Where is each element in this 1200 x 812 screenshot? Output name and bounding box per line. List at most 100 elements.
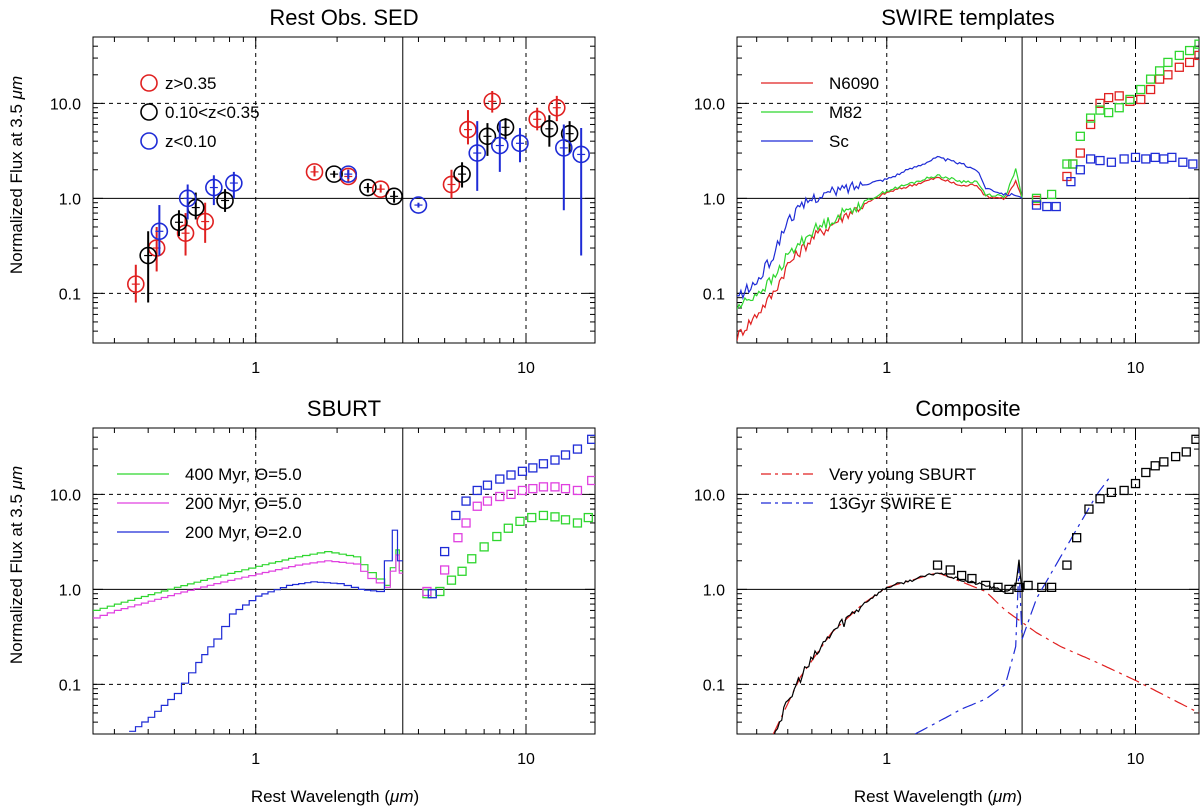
y-axis-label-top: Normalized Flux at 3.5 μm xyxy=(7,76,26,274)
square-marker xyxy=(538,510,549,521)
circle-marker xyxy=(548,98,566,117)
circle-marker xyxy=(540,120,559,138)
square-marker xyxy=(1104,107,1114,118)
legend-label: z>0.35 xyxy=(165,74,217,93)
circle-marker xyxy=(478,127,497,146)
square-marker xyxy=(1174,50,1184,61)
square-marker xyxy=(1051,201,1061,212)
series-line xyxy=(93,549,403,611)
x-axis-label-right: Rest Wavelength (μm) xyxy=(854,787,1022,806)
square-marker xyxy=(472,485,482,496)
square-marker xyxy=(1150,152,1160,163)
x-tick-label: 1 xyxy=(251,751,260,768)
circle-marker xyxy=(496,118,515,137)
legend: z>0.35 0.10<z<0.35 z<0.10 xyxy=(140,74,260,151)
series-200-myr-5-0 xyxy=(93,475,595,619)
square-marker xyxy=(1130,152,1141,163)
panel-title: Rest Obs. SED xyxy=(269,5,418,30)
circle-marker xyxy=(325,165,343,183)
circle-marker xyxy=(483,92,502,111)
square-marker xyxy=(550,455,560,465)
circle-marker xyxy=(339,165,358,183)
square-marker xyxy=(1181,447,1191,457)
legend-label: Sc xyxy=(829,132,849,151)
legend: N6090 M82 Sc xyxy=(761,74,879,151)
square-marker xyxy=(457,566,467,576)
data-layer xyxy=(127,91,590,303)
legend-label: 13Gyr SWIRE E xyxy=(829,494,952,513)
axes-frame xyxy=(92,427,596,735)
square-marker xyxy=(572,485,583,496)
square-marker xyxy=(1184,57,1195,68)
square-marker xyxy=(1150,461,1160,471)
x-tick-label: 10 xyxy=(1127,360,1145,377)
legend-label: Very young SBURT xyxy=(829,465,976,484)
y-axis-label-bottom: Normalized Flux at 3.5 μm xyxy=(7,466,26,664)
circle-marker xyxy=(196,212,214,231)
circle-marker xyxy=(205,178,223,197)
data-layer xyxy=(772,434,1199,734)
square-marker xyxy=(1042,201,1052,212)
x-tick-label: 1 xyxy=(882,751,891,768)
square-marker xyxy=(1075,148,1085,158)
square-marker xyxy=(1068,159,1078,169)
square-marker xyxy=(422,586,432,597)
y-tick-label: 0.1 xyxy=(59,677,81,694)
circle-marker xyxy=(176,224,195,242)
series-sc xyxy=(737,152,1198,301)
square-marker xyxy=(1159,457,1169,467)
circle-marker xyxy=(150,222,169,241)
square-marker xyxy=(560,483,571,494)
square-marker xyxy=(1072,533,1082,543)
x-tick-label: 1 xyxy=(882,360,891,377)
legend-label: 0.10<z<0.35 xyxy=(165,103,260,122)
square-marker xyxy=(1106,157,1117,167)
square-marker xyxy=(1023,580,1033,591)
square-marker xyxy=(1095,155,1105,166)
series-z-0-10 xyxy=(150,121,590,256)
circle-marker xyxy=(442,175,461,194)
square-marker xyxy=(453,533,463,543)
square-marker xyxy=(517,466,528,476)
series-line xyxy=(773,559,1023,734)
square-marker xyxy=(528,463,538,473)
square-marker xyxy=(583,512,593,523)
y-tick-label: 10.0 xyxy=(694,487,725,504)
square-marker xyxy=(1075,131,1085,141)
panel-sburt: SBURT 1 10 0.1 1.0 10.0 400 Myr, Θ=5.0 200 Myr,… xyxy=(50,396,596,768)
square-marker xyxy=(517,485,528,496)
circle-marker xyxy=(371,180,390,198)
square-marker xyxy=(422,589,432,599)
square-marker xyxy=(435,586,445,597)
square-marker xyxy=(1194,39,1199,49)
circle-marker xyxy=(511,134,529,153)
square-marker xyxy=(1066,176,1076,187)
square-marker xyxy=(1104,92,1114,103)
square-marker xyxy=(1085,113,1096,123)
legend-label: 200 Myr, Θ=5.0 xyxy=(185,494,302,513)
circle-marker xyxy=(555,139,573,157)
circle-marker xyxy=(468,144,487,162)
axes-frame xyxy=(736,427,1200,735)
square-marker xyxy=(1136,94,1146,105)
square-marker xyxy=(1170,451,1181,462)
square-marker xyxy=(495,491,505,502)
circle-marker xyxy=(305,163,324,181)
square-marker xyxy=(461,518,471,528)
square-marker xyxy=(1163,70,1173,80)
square-marker xyxy=(967,573,977,584)
circle-marker xyxy=(409,196,428,214)
legend-label: 400 Myr, Θ=5.0 xyxy=(185,465,302,484)
square-marker xyxy=(427,589,437,599)
legend-label: z<0.10 xyxy=(165,132,217,151)
square-marker xyxy=(1031,200,1042,210)
square-marker xyxy=(932,560,943,570)
square-marker xyxy=(1141,154,1151,164)
y-tick-label: 0.1 xyxy=(703,286,725,303)
square-marker xyxy=(1004,584,1014,595)
panel-composite: Composite 1 10 0.1 1.0 10.0 Very young SBURT 13… xyxy=(694,396,1200,768)
circle-marker xyxy=(139,246,157,265)
square-marker xyxy=(1154,74,1165,84)
square-marker xyxy=(981,580,991,591)
panel-swire-templates: SWIRE templates 1 10 0.1 1.0 10.0 N6090 M82 Sc xyxy=(694,5,1200,377)
